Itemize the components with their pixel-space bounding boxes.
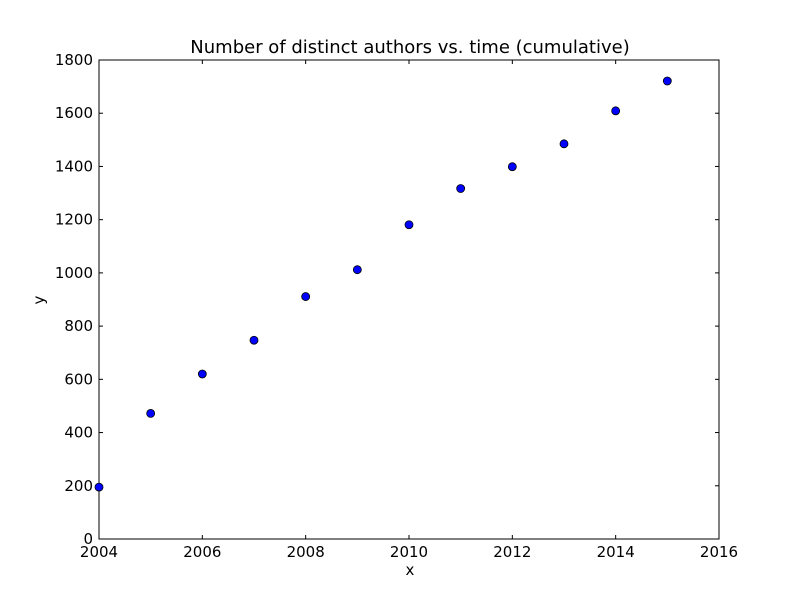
data-point bbox=[301, 292, 311, 301]
data-point bbox=[249, 335, 259, 345]
x-tick-label: 2016 bbox=[700, 543, 738, 561]
y-axis-label: y bbox=[30, 295, 48, 304]
data-point bbox=[662, 76, 672, 86]
x-tick-label: 2010 bbox=[390, 543, 428, 561]
x-tick-label: 2014 bbox=[597, 543, 635, 561]
y-tick-label: 1800 bbox=[55, 51, 93, 69]
data-point bbox=[456, 184, 466, 193]
data-point bbox=[507, 162, 517, 172]
x-tick-label: 2006 bbox=[183, 543, 221, 561]
data-point bbox=[94, 482, 104, 492]
data-point bbox=[146, 408, 156, 418]
y-tick-label: 800 bbox=[64, 317, 93, 335]
data-point bbox=[197, 369, 207, 379]
y-tick-label: 600 bbox=[64, 370, 93, 388]
x-tick-label: 2004 bbox=[80, 543, 118, 561]
y-tick-label: 1400 bbox=[55, 157, 93, 175]
y-tick-label: 200 bbox=[64, 477, 93, 495]
y-tick-label: 0 bbox=[83, 530, 93, 548]
data-point bbox=[559, 139, 569, 149]
y-tick-label: 1200 bbox=[55, 211, 93, 229]
y-tick-label: 400 bbox=[64, 424, 93, 442]
plot-area: 2004 2006 2008 2010 2012 2014 2016 0 200 400 600 80… bbox=[55, 51, 738, 561]
x-tick-label: 2008 bbox=[287, 543, 325, 561]
x-tick-label: 2012 bbox=[493, 543, 531, 561]
y-tick-label: 1000 bbox=[55, 264, 93, 282]
data-point bbox=[352, 265, 362, 275]
y-tick-label: 1600 bbox=[55, 104, 93, 122]
plot-frame bbox=[98, 59, 720, 540]
chart-title: Number of distinct authors vs. time (cum… bbox=[190, 37, 629, 58]
data-point bbox=[404, 220, 414, 230]
data-point bbox=[611, 106, 621, 116]
x-axis-label: x bbox=[406, 561, 415, 579]
